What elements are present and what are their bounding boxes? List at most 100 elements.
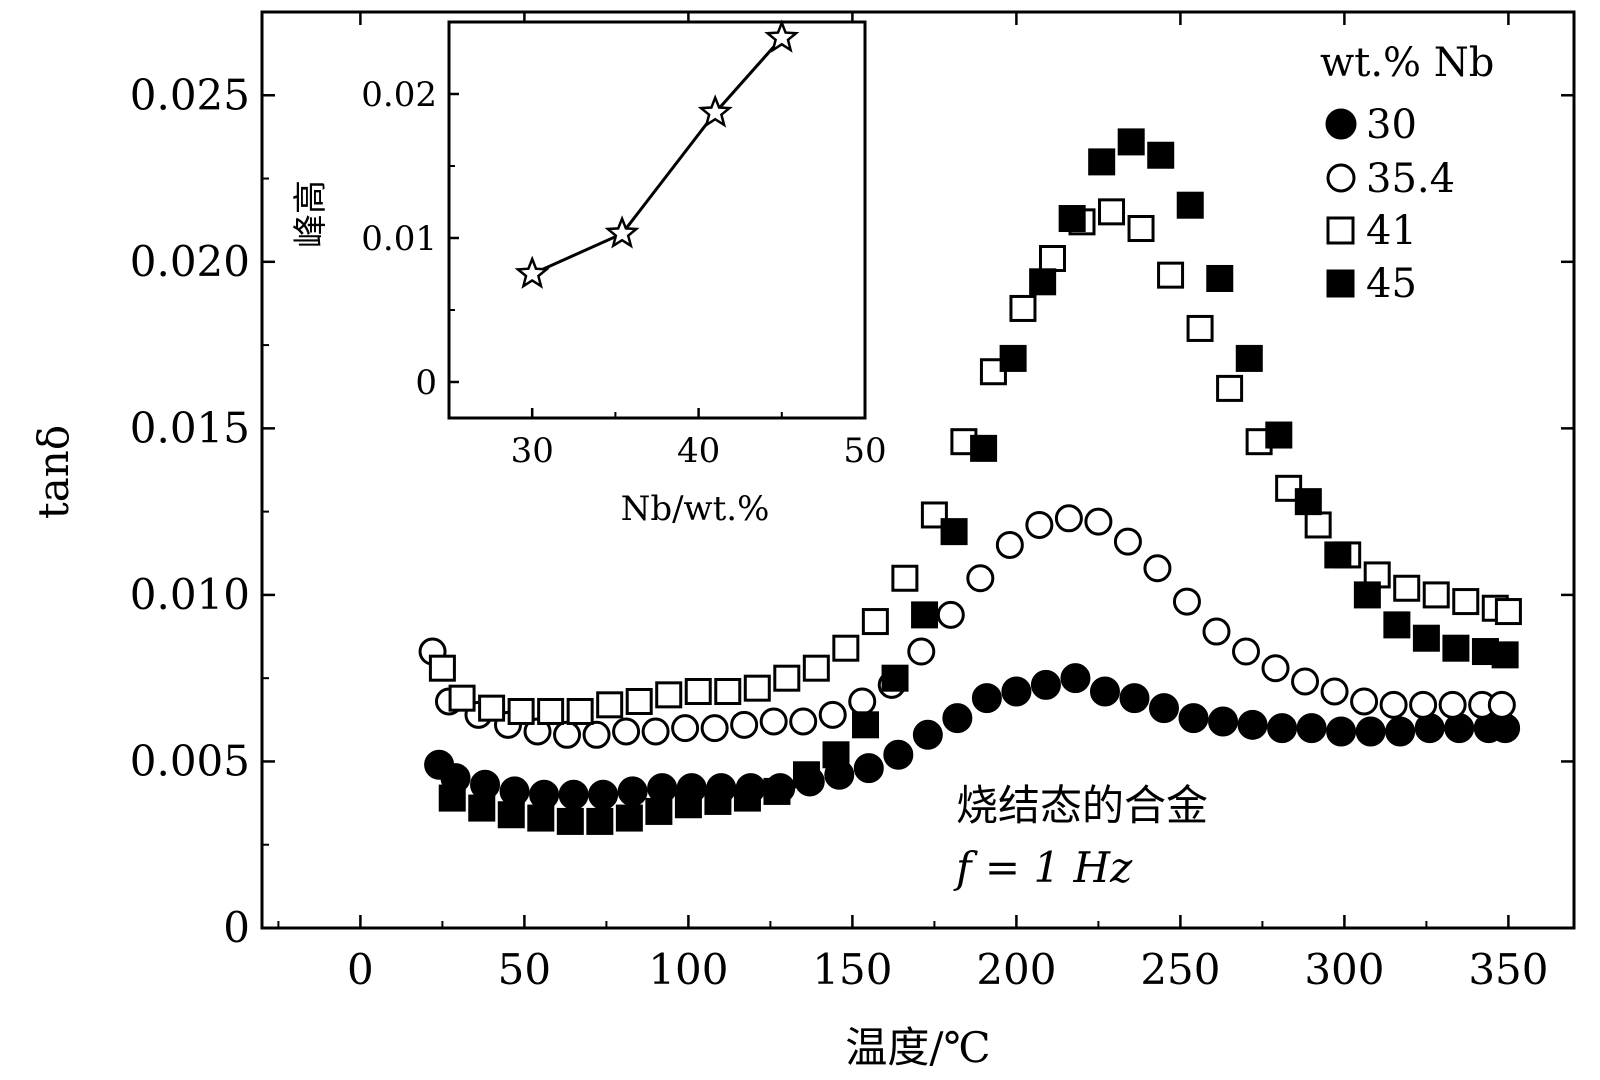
open-circle-point <box>1320 677 1349 706</box>
open-circle-point <box>759 707 788 736</box>
open-square-point <box>428 654 456 682</box>
legend-item-35-4: 35.4 <box>1326 156 1455 202</box>
filled-circle-point <box>1296 713 1327 744</box>
main-x-tick-label: 50 <box>498 945 551 994</box>
open-circle-point <box>1487 690 1516 719</box>
legend-item-45: 45 <box>1326 261 1417 307</box>
filled-square-point <box>645 797 673 825</box>
main-plot-frame <box>260 10 1576 930</box>
series-45 <box>438 128 1519 835</box>
filled-square-point <box>1117 128 1145 156</box>
filled-circle-point <box>1237 709 1268 740</box>
filled-circle-point <box>558 779 589 810</box>
filled-circle-point <box>470 769 501 800</box>
open-square-point <box>1186 314 1214 342</box>
open-circle-point <box>1379 690 1408 719</box>
filled-square-point <box>1088 148 1116 176</box>
open-square-point <box>1038 244 1066 272</box>
main-y-tick-label: 0 <box>223 903 250 952</box>
main-y-tick-label: 0.025 <box>130 70 250 119</box>
annotation-frequency: f = 1 Hz <box>953 843 1133 892</box>
inset-x-tick-label: 30 <box>511 431 554 471</box>
filled-circle-point <box>1355 716 1386 747</box>
open-square-point <box>1098 198 1126 226</box>
open-circle-point <box>671 714 700 743</box>
filled-square-point <box>999 344 1027 372</box>
filled-circle-point <box>1267 713 1298 744</box>
open-square-point <box>832 634 860 662</box>
legend-marker-open-circle <box>1326 163 1356 193</box>
filled-square-point <box>1176 191 1204 219</box>
annotation-sintered-alloy: 烧结态的合金 <box>956 781 1208 830</box>
series-41 <box>428 198 1522 725</box>
main-y-tick-label: 0.005 <box>130 736 250 785</box>
legend-label-41: 41 <box>1366 208 1417 254</box>
filled-circle-point <box>529 779 560 810</box>
filled-square-point <box>1324 541 1352 569</box>
open-square-point <box>625 687 653 715</box>
legend-marker-filled-square <box>1326 269 1355 298</box>
filled-circle-point <box>499 776 530 807</box>
filled-square-point <box>822 741 850 769</box>
filled-circle-point <box>1030 669 1061 700</box>
main-x-tick-label: 100 <box>648 945 728 994</box>
filled-circle-point <box>912 719 943 750</box>
filled-circle-point <box>1119 683 1150 714</box>
filled-square-point <box>852 711 880 739</box>
open-circle-point <box>1232 637 1260 666</box>
open-circle-point <box>1438 690 1467 719</box>
open-circle-point <box>966 564 995 593</box>
filled-circle-point <box>1326 716 1357 747</box>
open-square-point <box>537 697 565 725</box>
inset-x-axis-label: Nb/wt.% <box>621 489 770 529</box>
open-circle-point <box>1202 617 1231 646</box>
main-x-tick-label: 200 <box>976 945 1056 994</box>
main-x-tick-label: 150 <box>812 945 892 994</box>
open-circle-point <box>789 707 818 736</box>
legend-label-35-4: 35.4 <box>1366 156 1455 202</box>
open-circle-point <box>730 710 759 739</box>
filled-square-point <box>940 518 968 546</box>
open-circle-point <box>1054 504 1083 533</box>
filled-square-point <box>763 777 791 805</box>
open-square-point <box>1422 581 1450 609</box>
open-square-point <box>1216 374 1244 402</box>
filled-square-point <box>527 804 555 832</box>
open-square-point <box>1494 598 1522 626</box>
open-square-point <box>478 694 506 722</box>
open-square-point <box>743 674 771 702</box>
main-x-axis-label: 温度/℃ <box>845 1023 990 1072</box>
open-circle-point <box>553 720 582 749</box>
open-circle-point <box>612 717 641 746</box>
open-square-point <box>566 697 594 725</box>
open-circle-point <box>818 700 847 729</box>
filled-circle-point <box>1208 706 1239 737</box>
filled-square-point <box>468 794 496 822</box>
open-square-point <box>596 691 624 719</box>
filled-square-point <box>497 801 525 829</box>
legend-marker-open-square <box>1326 216 1355 245</box>
filled-circle-point <box>1001 676 1032 707</box>
open-circle-point <box>582 720 611 749</box>
filled-square-point <box>881 664 909 692</box>
main-y-tick-label: 0.020 <box>130 237 250 286</box>
main-x-tick-label: 0 <box>347 945 374 994</box>
filled-square-point <box>792 761 820 789</box>
legend-item-30: 30 <box>1325 102 1417 148</box>
filled-square-point <box>674 791 702 819</box>
open-square-point <box>714 678 742 706</box>
open-circle-point <box>1350 687 1379 716</box>
open-circle-point <box>1172 587 1201 616</box>
open-circle-point <box>1261 654 1290 683</box>
filled-square-point <box>1442 634 1470 662</box>
filled-circle-point <box>853 753 884 784</box>
filled-square-point <box>1206 264 1234 292</box>
inset-star-point <box>514 255 550 289</box>
filled-square-point <box>1147 141 1175 169</box>
filled-square-point <box>1235 344 1263 372</box>
open-square-point <box>891 564 919 592</box>
inset-star-point <box>697 94 733 128</box>
filled-square-point <box>1353 581 1381 609</box>
open-circle-point <box>700 714 729 743</box>
inset-data-marks <box>514 19 800 289</box>
